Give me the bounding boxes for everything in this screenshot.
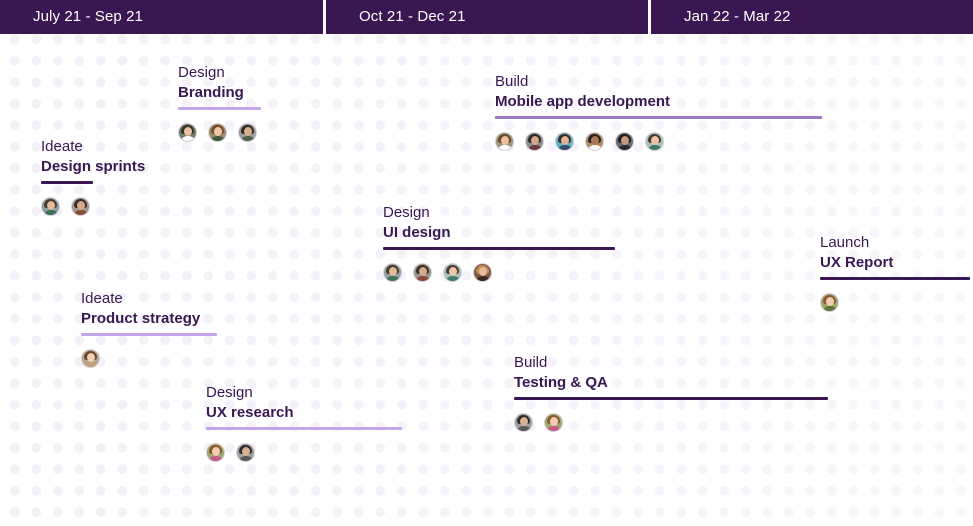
task-duration-bar xyxy=(206,427,402,430)
user-avatar-icon[interactable] xyxy=(585,132,604,151)
task-ux-research[interactable]: Design UX research xyxy=(206,384,402,462)
task-title: UX research xyxy=(206,404,294,421)
task-title: Mobile app development xyxy=(495,93,671,110)
task-mobile-app-development[interactable]: Build Mobile app development xyxy=(495,73,822,151)
task-duration-bar xyxy=(81,333,217,336)
task-testing-qa[interactable]: Build Testing & QA xyxy=(514,354,828,432)
assignee-avatars xyxy=(495,132,822,151)
assignee-avatars xyxy=(383,263,615,282)
user-avatar-icon[interactable] xyxy=(495,132,514,151)
user-avatar-icon[interactable] xyxy=(443,263,462,282)
task-phase: Build xyxy=(495,73,529,90)
user-avatar-icon[interactable] xyxy=(383,263,402,282)
user-avatar-icon[interactable] xyxy=(544,413,563,432)
user-avatar-icon[interactable] xyxy=(555,132,574,151)
task-phase: Ideate xyxy=(81,290,123,307)
task-title: Design sprints xyxy=(41,158,146,175)
task-phase: Launch xyxy=(820,234,870,251)
user-avatar-icon[interactable] xyxy=(71,197,90,216)
task-design-sprints[interactable]: Ideate Design sprints xyxy=(41,138,145,216)
task-phase: Ideate xyxy=(41,138,83,155)
user-avatar-icon[interactable] xyxy=(238,123,257,142)
user-avatar-icon[interactable] xyxy=(820,293,839,312)
task-phase: Design xyxy=(206,384,253,401)
user-avatar-icon[interactable] xyxy=(208,123,227,142)
task-phase: Build xyxy=(514,354,548,371)
task-title: Product strategy xyxy=(81,310,201,327)
assignee-avatars xyxy=(81,349,217,368)
task-branding[interactable]: Design Branding xyxy=(178,64,261,142)
period-header-q1-2022: Jan 22 - Mar 22 xyxy=(651,0,973,34)
user-avatar-icon[interactable] xyxy=(525,132,544,151)
user-avatar-icon[interactable] xyxy=(645,132,664,151)
assignee-avatars xyxy=(41,197,145,216)
task-duration-bar xyxy=(820,277,970,280)
user-avatar-icon[interactable] xyxy=(81,349,100,368)
task-product-strategy[interactable]: Ideate Product strategy xyxy=(81,290,217,368)
task-ux-report[interactable]: Launch UX Report xyxy=(820,234,970,312)
task-duration-bar xyxy=(41,181,93,184)
task-title: Branding xyxy=(178,84,244,101)
user-avatar-icon[interactable] xyxy=(514,413,533,432)
user-avatar-icon[interactable] xyxy=(236,443,255,462)
task-duration-bar xyxy=(514,397,828,400)
assignee-avatars xyxy=(206,443,402,462)
user-avatar-icon[interactable] xyxy=(41,197,60,216)
assignee-avatars xyxy=(178,123,261,142)
assignee-avatars xyxy=(514,413,828,432)
task-phase: Design xyxy=(383,204,430,221)
user-avatar-icon[interactable] xyxy=(473,263,492,282)
task-ui-design[interactable]: Design UI design xyxy=(383,204,615,282)
task-title: UI design xyxy=(383,224,451,241)
task-phase: Design xyxy=(178,64,225,81)
user-avatar-icon[interactable] xyxy=(178,123,197,142)
user-avatar-icon[interactable] xyxy=(206,443,225,462)
task-duration-bar xyxy=(178,107,261,110)
task-duration-bar xyxy=(495,116,822,119)
task-title: Testing & QA xyxy=(514,374,608,391)
user-avatar-icon[interactable] xyxy=(413,263,432,282)
assignee-avatars xyxy=(820,293,970,312)
user-avatar-icon[interactable] xyxy=(615,132,634,151)
task-title: UX Report xyxy=(820,254,894,271)
period-header-q4-2021: Oct 21 - Dec 21 xyxy=(326,0,648,34)
task-duration-bar xyxy=(383,247,615,250)
period-header-q3-2021: July 21 - Sep 21 xyxy=(0,0,323,34)
timeline-header: July 21 - Sep 21 Oct 21 - Dec 21 Jan 22 … xyxy=(0,0,973,34)
